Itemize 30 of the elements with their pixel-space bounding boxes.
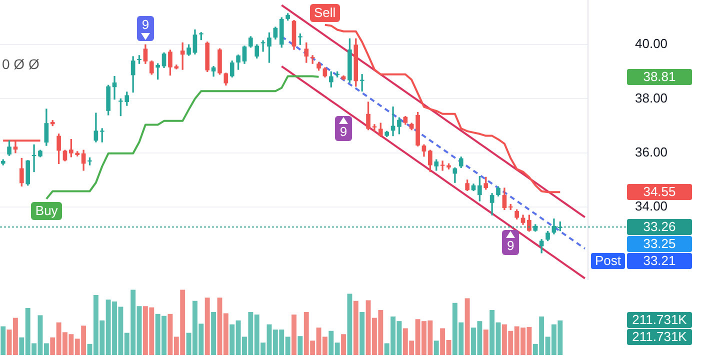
y-tick-label: 40.00 [635, 36, 668, 52]
bar [464, 298, 470, 355]
y-tick-label: 36.00 [635, 144, 668, 160]
y-tick-label: 34.00 [635, 198, 668, 214]
bar [211, 312, 216, 355]
text: 211.731K [627, 329, 692, 346]
annotation: 9 [142, 16, 150, 33]
bar [347, 294, 352, 355]
bar [204, 298, 210, 355]
bar [483, 330, 488, 355]
text: Post [591, 252, 625, 269]
annotation: 9 [507, 238, 514, 254]
bar [434, 340, 439, 355]
bar [292, 314, 296, 355]
bar [298, 336, 303, 355]
text: 38.81 [627, 68, 692, 85]
annotation: Sell [314, 4, 336, 21]
text: 33.25 [627, 236, 692, 252]
bar [0, 326, 6, 355]
bar [360, 312, 365, 355]
text: 211.731K [627, 312, 692, 328]
bar [353, 300, 358, 355]
annotation: 9 [340, 124, 348, 140]
bar [341, 334, 346, 355]
y-tick-label: 38.00 [635, 90, 668, 106]
text: 33.21 [627, 252, 692, 269]
ref-line-label: 33.26 [627, 218, 692, 235]
annotation: 0 Ø Ø [2, 56, 40, 72]
text: 34.55 [627, 184, 692, 200]
annotation: Buy [35, 202, 58, 219]
